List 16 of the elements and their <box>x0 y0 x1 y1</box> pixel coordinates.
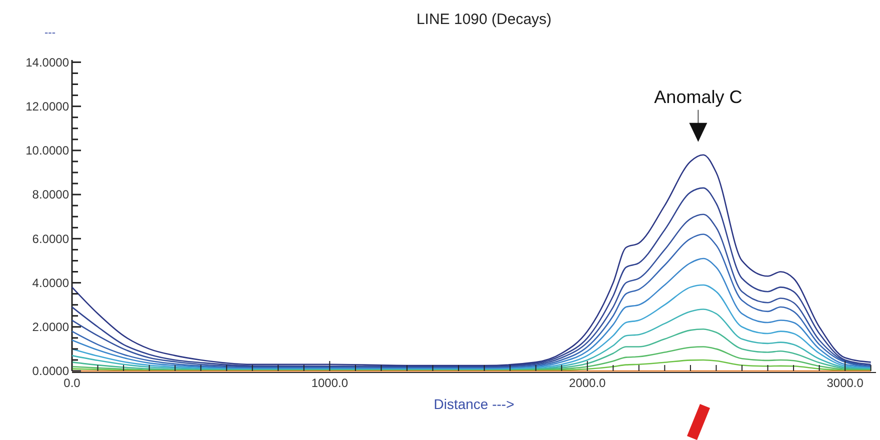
y-tick-label: 2.0000 <box>32 320 70 334</box>
y-tick-label: 4.0000 <box>32 276 70 290</box>
y-tick-label: 12.0000 <box>26 100 70 114</box>
y-axis-title: --- <box>44 27 56 39</box>
y-tick-label: 14.0000 <box>26 55 70 70</box>
x-tick-label: 0.0 <box>64 376 81 390</box>
annotation: Anomaly C <box>654 86 742 107</box>
x-tick-label: 1000.0 <box>311 376 348 390</box>
x-axis-title: Distance ---> <box>434 396 514 412</box>
y-tick-label: 0.0000 <box>32 364 70 378</box>
y-tick-label: 10.0000 <box>26 144 70 158</box>
chart-title: LINE 1090 (Decays) <box>416 11 552 28</box>
y-tick-label: 8.0000 <box>32 188 70 202</box>
x-tick-label: 2000.0 <box>569 376 606 390</box>
x-tick-label: 3000.0 <box>826 376 864 390</box>
y-tick-label: 6.0000 <box>32 232 70 246</box>
